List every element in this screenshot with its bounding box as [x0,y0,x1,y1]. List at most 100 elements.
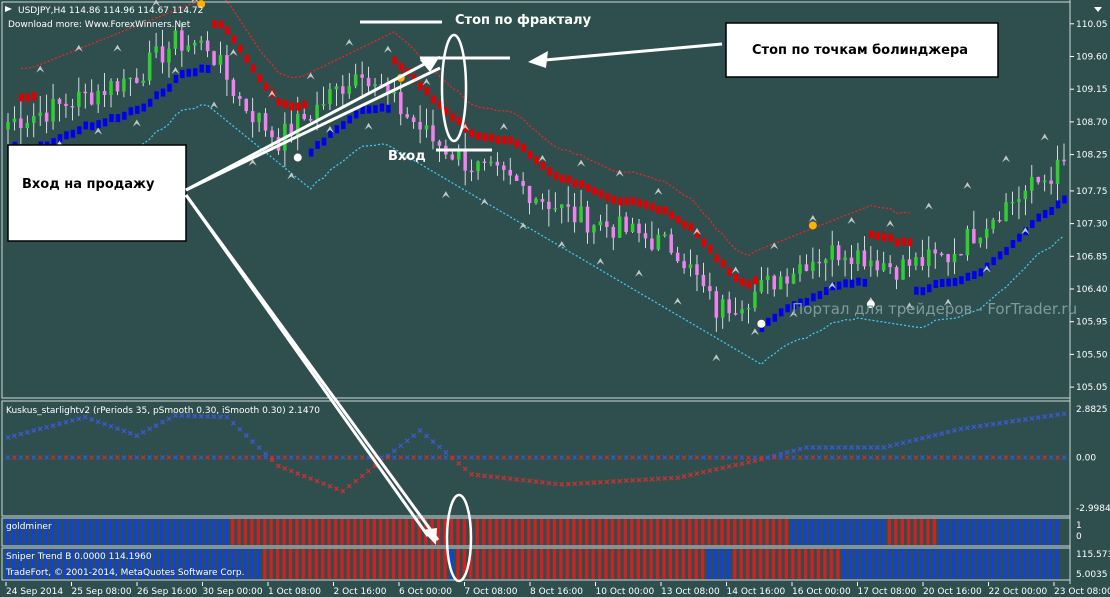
kuskus-point [823,444,829,450]
candle [347,85,352,94]
fractal-arrow-icon [403,154,412,162]
trend-band [77,126,82,135]
kuskus-zero-point [263,455,268,460]
sniper-bar [172,549,177,579]
kuskus-point [900,440,906,446]
candle [1055,159,1060,184]
sniper-bar [57,549,61,579]
sniper-bar [797,549,801,579]
goldminer-bar [539,519,544,545]
goldminer-bar [533,519,537,545]
candle [605,221,609,227]
kuskus-zero-point [1003,455,1009,460]
candle [907,259,912,266]
trend-band [1030,220,1035,229]
candle [843,257,847,261]
kuskus-point [907,438,912,444]
sniper-bar [662,549,666,579]
trend-band [695,229,700,238]
trend-band [521,143,526,152]
fractal-arrow-icon [36,65,45,73]
candle [637,223,641,234]
price-plot [6,0,1067,366]
candle [154,46,158,53]
sniper-bar [585,549,589,579]
candle [1023,190,1028,200]
goldminer-bar [308,519,312,545]
candle [972,228,976,244]
kuskus-zero-point [70,455,75,460]
kuskus-point [95,419,101,425]
trend-band [862,278,868,287]
fractal-arrow-icon [1040,133,1049,141]
candle [83,91,88,94]
kuskus-point [881,444,887,450]
time-tick-label: 26 Sep 16:00 [137,587,197,597]
candle [701,274,706,287]
goldminer-bar [333,519,338,545]
sniper-bar [340,549,344,579]
kuskus-point [243,433,249,438]
candle [753,291,757,308]
fractal-arrow-icon [74,44,83,52]
trend-band [192,68,198,77]
sniper-bar [745,549,750,579]
fractal-arrow-icon [345,38,354,46]
sniper-bar [881,549,885,579]
sniper-bar [308,549,312,579]
fractal-arrow-icon [519,222,528,230]
goldminer-bar [160,519,164,545]
candle [418,121,422,130]
goldminer-bar [572,519,576,545]
trend-band [823,287,829,296]
kuskus-zero-point [752,455,758,460]
kuskus-point [494,474,500,480]
goldminer-bar [237,519,241,545]
time-tick-label: 13 Oct 08:00 [661,587,720,597]
candle [77,91,81,107]
trend-band [927,284,932,293]
candle [836,245,841,261]
goldminer-bar [1042,519,1046,545]
sniper-bar [449,549,454,579]
candle [598,221,603,226]
trend-band [225,26,230,35]
kuskus-zero-point [308,455,313,460]
goldminer-bar [89,519,93,545]
fractal-arrow-icon [132,119,141,127]
fractal-arrow-icon [615,169,624,177]
goldminer-bar [95,519,100,545]
dropdown-icon[interactable] [1094,7,1102,12]
candle [514,175,519,181]
sniper-bar [707,549,711,579]
candle [70,105,75,108]
fractal-arrow-icon [750,328,759,336]
fractal-arrow-icon [306,72,315,80]
candle [495,161,500,166]
candle [469,170,474,173]
goldminer-bar [623,519,628,545]
kuskus-zero-point [1055,455,1060,460]
trend-band [843,279,848,288]
kuskus-zero-point [604,455,610,460]
sniper-bar [546,549,550,579]
candle [315,104,319,120]
sniper-bar [900,549,904,579]
kuskus-point [791,448,796,454]
price-tick-label: 109.15 [1076,85,1108,95]
trend-band [411,74,417,83]
kuskus-zero-point [630,455,635,460]
sniper-bar [462,549,467,579]
candle [225,55,229,80]
trend-band [334,125,340,134]
trend-band [89,122,95,131]
sniper-bar [1016,549,1020,579]
trend-band [167,83,172,92]
sniper-bar [720,549,724,579]
goldminer-bar [5,519,9,545]
kuskus-zero-point [1048,455,1054,460]
kuskus-zero-point [662,455,668,460]
sniper-bar [31,549,35,579]
